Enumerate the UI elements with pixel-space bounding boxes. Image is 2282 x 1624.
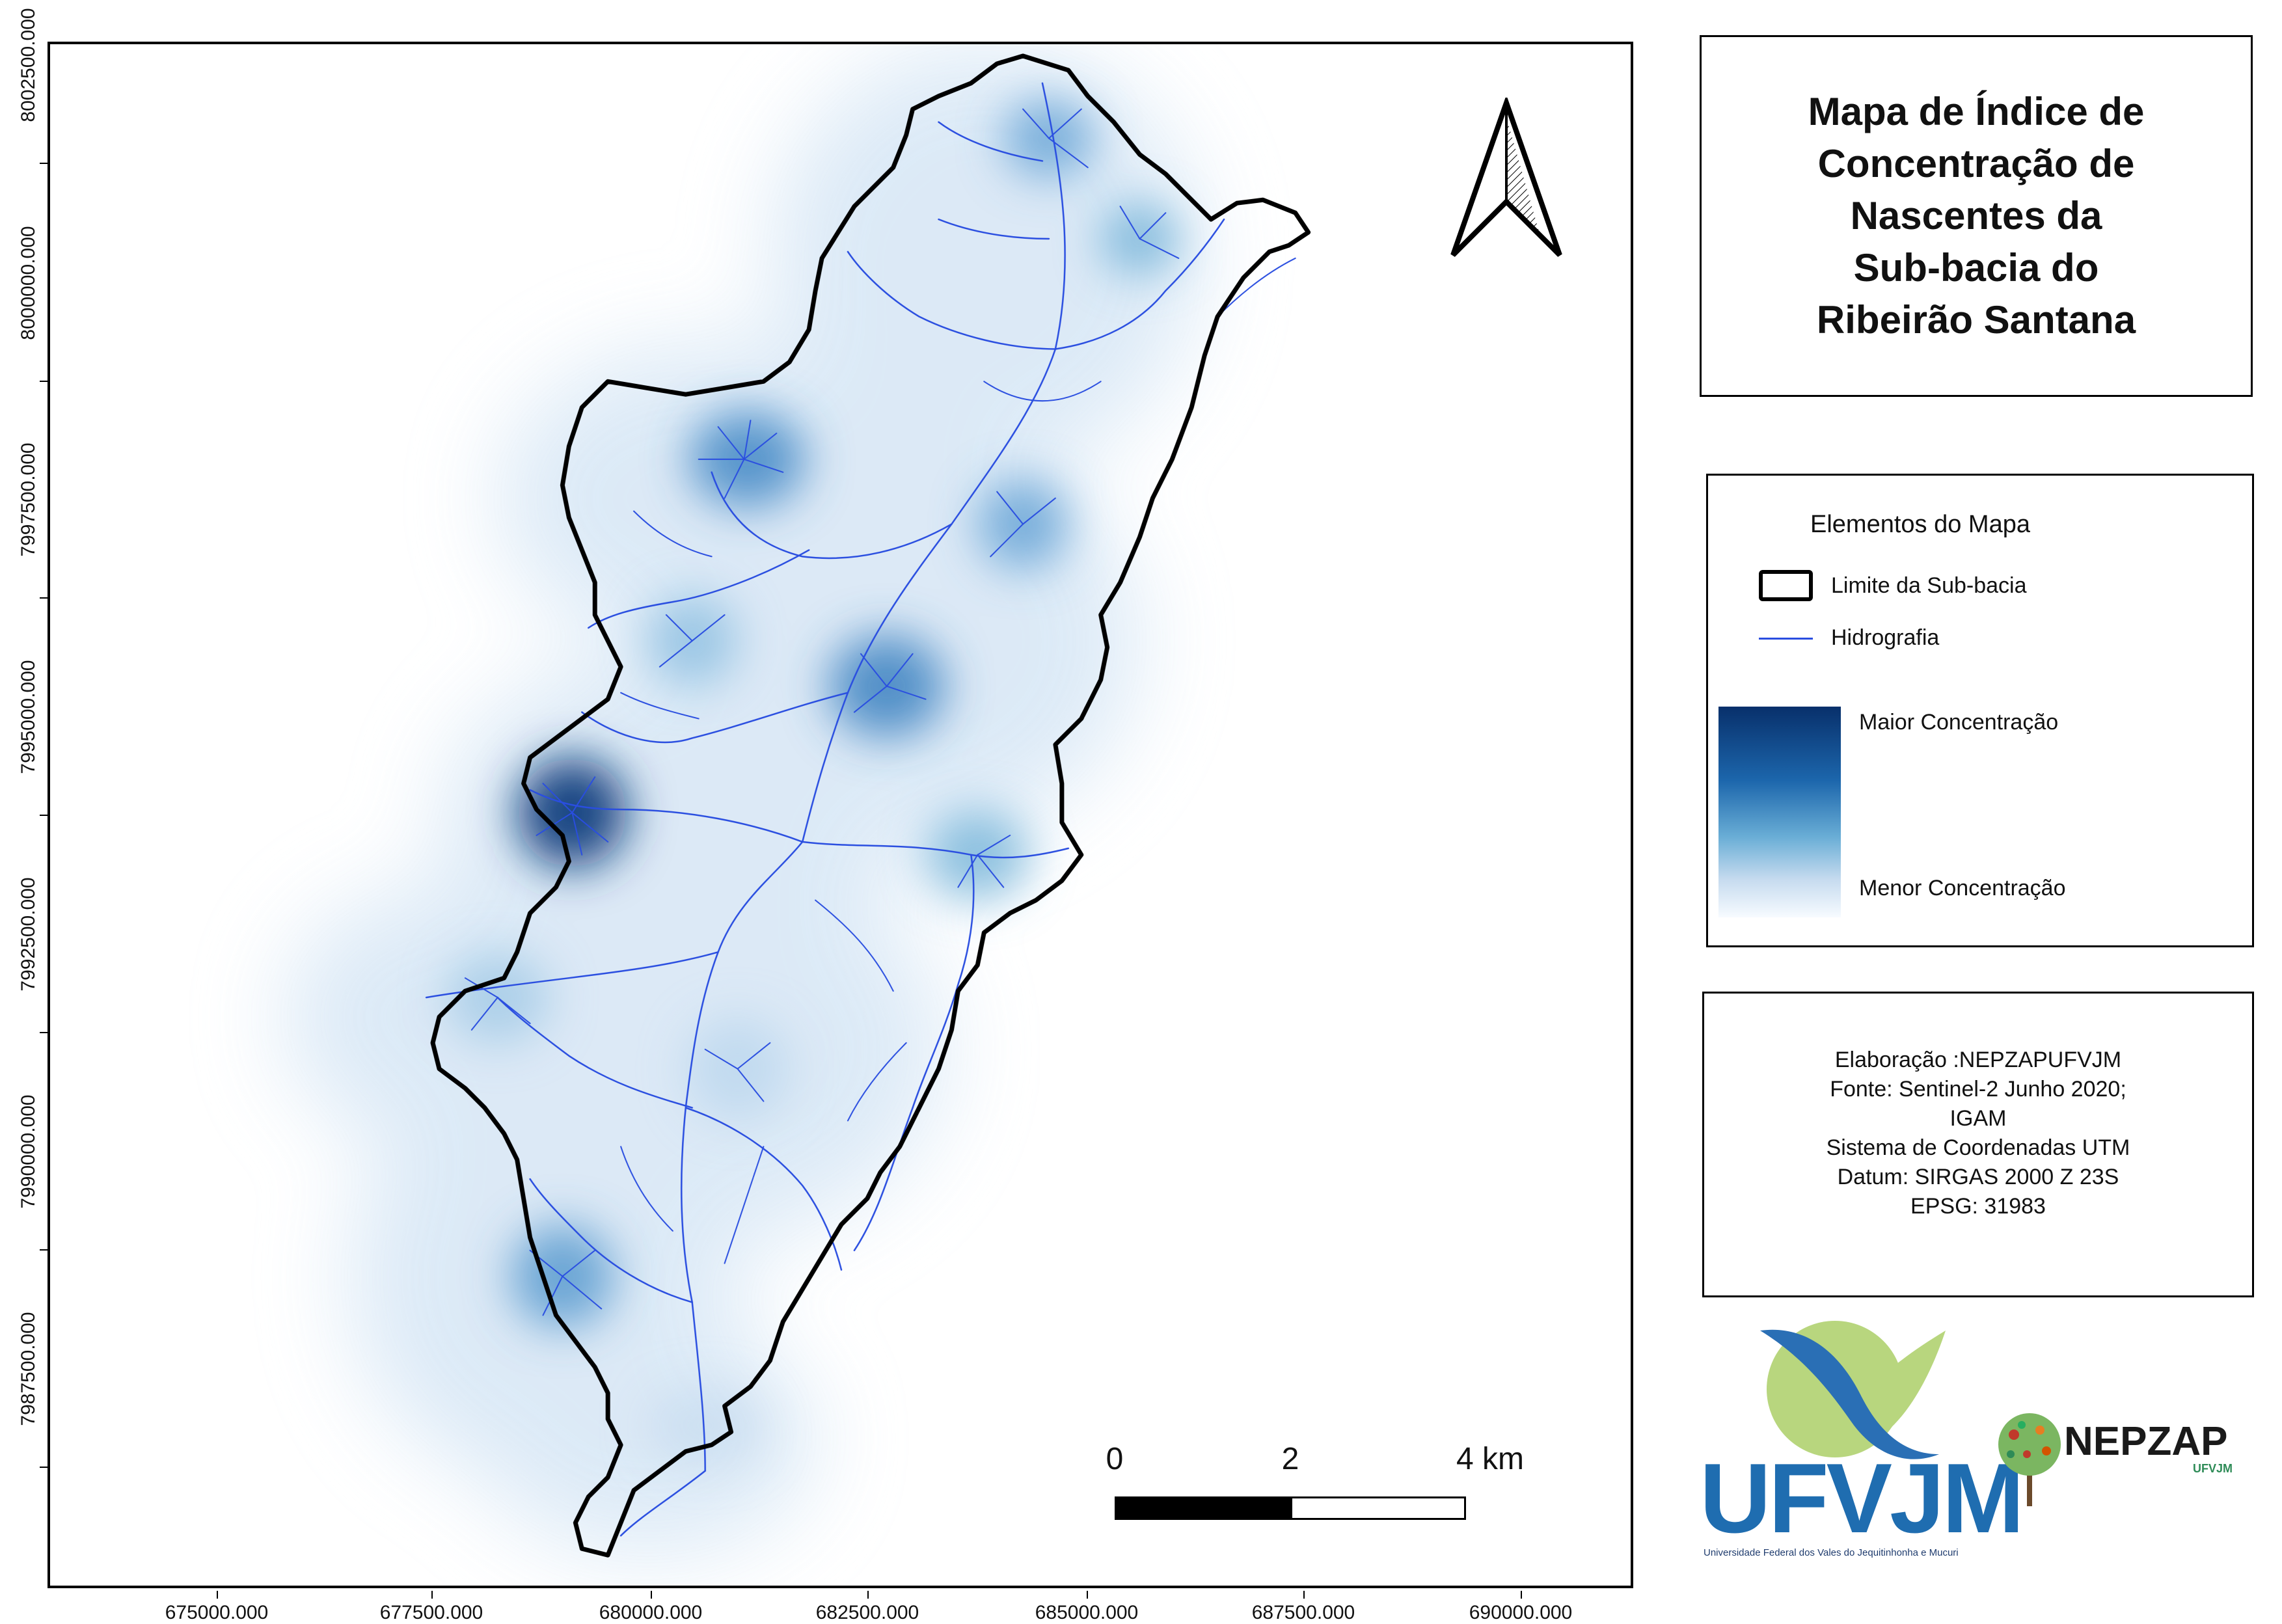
x-axis-label: 687500.000 xyxy=(1251,1602,1355,1623)
y-axis-label: 8000000.000 xyxy=(18,226,39,340)
credits-line: Fonte: Sentinel-2 Junho 2020; xyxy=(1830,1077,2126,1102)
x-axis-label: 690000.000 xyxy=(1469,1602,1573,1623)
y-axis-label: 7995000.000 xyxy=(18,660,39,774)
legend-title: Elementos do Mapa xyxy=(1810,511,2030,538)
scale-segment-black xyxy=(1115,1496,1290,1520)
y-axis-label: 7987500.000 xyxy=(18,1312,39,1426)
scale-bar: 0 2 4 km xyxy=(1106,1441,1524,1520)
ufvjm-logo xyxy=(1760,1321,1946,1459)
x-axis-label: 675000.000 xyxy=(165,1602,269,1623)
y-tick xyxy=(40,163,48,164)
legend-min-label: Menor Concentração xyxy=(1859,876,2066,900)
sub-basin-boundary xyxy=(430,53,1311,1558)
legend-max-label: Maior Concentração xyxy=(1859,710,2059,735)
nepzap-subtitle: UFVJM xyxy=(2193,1462,2233,1475)
y-axis-label: 7992500.000 xyxy=(18,877,39,992)
map-title: Mapa de Índice de Concentração de Nascen… xyxy=(1748,86,2204,346)
credits-text: Elaboração :NEPZAPUFVJM Fonte: Sentinel-… xyxy=(1704,1046,2252,1221)
x-axis-label: 680000.000 xyxy=(599,1602,703,1623)
ufvjm-wordmark: UFVJM xyxy=(1700,1443,2024,1554)
x-tick xyxy=(1087,1591,1088,1599)
credits-line: Elaboração :NEPZAPUFVJM xyxy=(1834,1048,2122,1072)
map-title-line: Ribeirão Santana xyxy=(1816,298,2136,342)
nepzap-tree-icon xyxy=(1998,1413,2061,1506)
hydrography xyxy=(425,82,1296,1537)
x-tick xyxy=(217,1591,218,1599)
y-tick xyxy=(40,381,48,382)
north-arrow-icon xyxy=(1450,98,1562,257)
y-tick xyxy=(40,815,48,816)
x-tick xyxy=(431,1591,433,1599)
map-title-line: Nascentes da xyxy=(1850,194,2102,237)
credits-line: IGAM xyxy=(1949,1106,2007,1131)
title-panel: Mapa de Índice de Concentração de Nascen… xyxy=(1700,35,2253,397)
x-tick xyxy=(1521,1591,1522,1599)
y-axis-label: 7990000.000 xyxy=(18,1094,39,1209)
x-axis-label: 682500.000 xyxy=(815,1602,919,1623)
legend-hydro-swatch xyxy=(1759,638,1813,640)
y-axis-label: 7997500.000 xyxy=(18,442,39,557)
map-title-line: Mapa de Índice de xyxy=(1808,90,2145,133)
legend-hydro-label: Hidrografia xyxy=(1831,625,1940,650)
legend-boundary-swatch xyxy=(1759,570,1813,601)
credits-line: EPSG: 31983 xyxy=(1910,1194,2046,1219)
credits-panel: Elaboração :NEPZAPUFVJM Fonte: Sentinel-… xyxy=(1702,992,2254,1297)
credits-line: Datum: SIRGAS 2000 Z 23S xyxy=(1837,1165,2119,1189)
nepzap-wordmark: NEPZAP xyxy=(2064,1419,2228,1464)
y-tick xyxy=(40,1249,48,1251)
x-axis-label: 677500.000 xyxy=(379,1602,483,1623)
scale-label-0: 0 xyxy=(1106,1442,1124,1476)
map-frame[interactable] xyxy=(48,42,1633,1588)
scale-label-2: 2 xyxy=(1281,1442,1299,1476)
legend-boundary-label: Limite da Sub-bacia xyxy=(1831,573,2027,598)
y-axis-label: 8002500.000 xyxy=(18,8,39,122)
x-axis-label: 685000.000 xyxy=(1035,1602,1139,1623)
y-tick xyxy=(40,1467,48,1468)
scale-segment-white xyxy=(1290,1496,1466,1520)
legend-density-gradient xyxy=(1718,707,1841,917)
credits-line: Sistema de Coordenadas UTM xyxy=(1826,1135,2130,1160)
map-title-line: Concentração de xyxy=(1817,142,2135,185)
ufvjm-subtitle: Universidade Federal dos Vales do Jequit… xyxy=(1704,1547,1959,1558)
legend-panel: Elementos do Mapa Limite da Sub-bacia Hi… xyxy=(1706,474,2254,947)
map-canvas[interactable] xyxy=(50,44,1631,1586)
scale-label-4km: 4 km xyxy=(1456,1442,1524,1476)
x-tick xyxy=(867,1591,869,1599)
map-title-line: Sub-bacia do xyxy=(1853,246,2099,290)
x-tick xyxy=(651,1591,652,1599)
y-tick xyxy=(40,597,48,599)
x-tick xyxy=(1303,1591,1305,1599)
y-tick xyxy=(40,1032,48,1033)
tributaries xyxy=(464,108,1296,1316)
